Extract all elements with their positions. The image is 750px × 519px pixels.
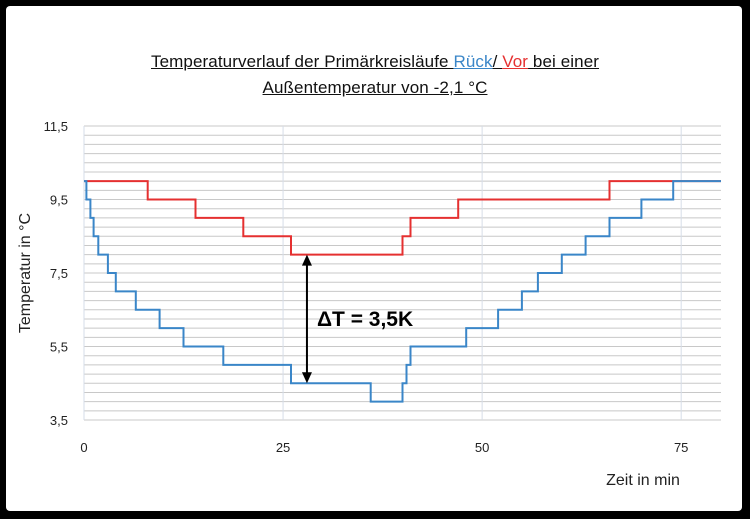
chart-frame	[6, 6, 742, 511]
x-axis-label: Zeit in min	[606, 472, 680, 489]
chart-title-line-2: Außentemperatur von -2,1 °C	[0, 78, 750, 98]
delta-t-label: ΔT = 3,5K	[317, 308, 413, 331]
y-tick-label: 9,5	[50, 193, 68, 208]
title-separator: /	[492, 52, 503, 71]
y-tick-label: 7,5	[50, 266, 68, 281]
chart-title-line-1: Temperaturverlauf der Primärkreisläufe R…	[0, 52, 750, 72]
y-tick-label: 11,5	[44, 119, 68, 134]
delta-arrow-head-bottom	[301, 372, 312, 384]
series-line-vor	[84, 180, 721, 256]
y-tick-label: 5,5	[50, 340, 68, 355]
y-tick-label: 3,5	[50, 413, 68, 428]
x-tick-label: 50	[475, 440, 489, 455]
title-line-2-text: Außentemperatur von -2,1 °C	[262, 78, 488, 97]
delta-arrow-head-top	[301, 254, 312, 266]
title-rueck: Rück	[453, 52, 493, 71]
series-line-rck	[84, 180, 721, 403]
x-tick-label: 0	[80, 440, 87, 455]
x-tick-label: 25	[276, 440, 290, 455]
title-prefix: Temperaturverlauf der Primärkreisläufe	[150, 52, 454, 71]
x-tick-label: 75	[674, 440, 688, 455]
title-suffix: bei einer	[528, 52, 600, 71]
title-vor: Vor	[502, 52, 529, 71]
y-axis-label: Temperatur in °C	[17, 213, 34, 333]
